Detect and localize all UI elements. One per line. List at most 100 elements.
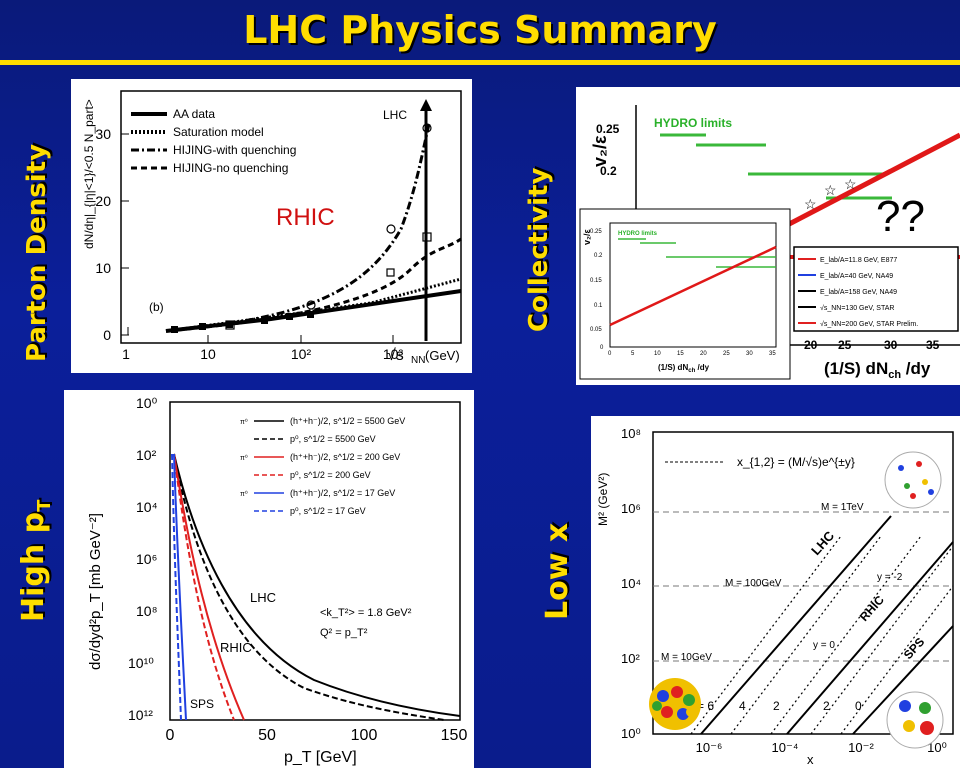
bl-leg-3: p⁰, s^1/2 = 200 GeV [290, 470, 371, 480]
slide-title: LHC Physics Summary [243, 8, 717, 52]
bl-leg-tag-4: π⁰ [240, 490, 248, 498]
inset-xt0: 0 [608, 351, 612, 357]
title-underline [0, 60, 960, 65]
bl-yt4: 10⁸ [136, 603, 158, 619]
inset-xt4: 20 [700, 351, 707, 357]
br-yl4: 0 [855, 699, 862, 713]
br-m1tev: M = 1TeV [821, 502, 864, 513]
inset-yt5: 0 [600, 345, 604, 351]
br-xlabel: x [807, 752, 814, 767]
ytick-20: 20 [95, 193, 111, 209]
br-yl0: = 6 [697, 699, 714, 713]
collectivity-inset: v₂/ε 0.25 0.2 0.15 0.1 0.05 0 0 5 10 15 … [579, 208, 791, 380]
legend-hijing-q: HIJING-with quenching [173, 143, 296, 157]
bl-yt6: 10¹² [128, 707, 153, 723]
br-m100: M = 100GeV [725, 578, 782, 589]
br-yt2: 10⁴ [621, 576, 641, 591]
bl-yt1: 10² [136, 447, 157, 463]
inset-xt3: 15 [677, 351, 684, 357]
xtick-1: 1 [122, 346, 130, 362]
br-formula: x_{1,2} = (M/√s)e^{±y} [737, 455, 855, 469]
bl-yt0: 10⁰ [136, 395, 158, 411]
inset-yt0: 0.25 [590, 229, 602, 235]
legend-saturation: Saturation model [173, 125, 264, 139]
bl-leg-1: p⁰, s^1/2 = 5500 GeV [290, 434, 376, 444]
inset-yt1: 0.2 [594, 253, 603, 259]
br-yt1: 10⁶ [621, 501, 641, 516]
br-yl3: 2 [823, 699, 830, 713]
high-pt-sub: T [34, 499, 55, 512]
bl-leg-tag-2: π⁰ [240, 454, 248, 462]
tr-leg-0: E_lab/A=11.8 GeV, E877 [820, 257, 897, 264]
br-xt2: 10⁻² [848, 740, 874, 755]
bl-xt1: 50 [258, 727, 276, 744]
parton-density-plot: 0 10 20 30 1 10 10² 10³ dN/dη|_{|η|<1}/<… [71, 79, 472, 373]
xtick-100: 10² [291, 346, 312, 362]
ytick-0: 0 [103, 327, 111, 343]
tl-rhic: RHIC [276, 204, 335, 231]
inset-xlabel: (1/S) dNch /dy [658, 363, 710, 374]
tl-sqrt: √s [387, 347, 404, 364]
bl-lhc: LHC [250, 590, 276, 605]
tr-xtick-30: 30 [884, 338, 898, 352]
br-yt3: 10² [621, 651, 640, 666]
br-yl2: 2 [773, 699, 780, 713]
inset-xt5: 25 [723, 351, 730, 357]
inset-hydro: HYDRO limits [618, 231, 658, 237]
collectivity-plot: v₂/ε 0.25 0.2 HYDRO limits ☆ ☆ ☆ ?? E_lab/… [576, 87, 960, 385]
sparse-nucleus-icon [886, 691, 944, 749]
br-xt3: 10⁰ [927, 740, 947, 755]
bl-legend: π⁰ (h⁺+h⁻)/2, s^1/2 = 5500 GeV p⁰, s^1/2… [240, 416, 405, 516]
bl-leg-tag-0: π⁰ [240, 418, 248, 426]
tr-leg-4: √s_NN=200 GeV, STAR Prelim. [820, 320, 918, 328]
inset-ylabel: v₂/ε [582, 228, 592, 245]
tr-hydro: HYDRO limits [654, 116, 732, 130]
legend-aa-data: AA data [173, 107, 215, 121]
high-pt-plot: 10⁰ 10² 10⁴ 10⁶ 10⁸ 10¹⁰ 10¹² 0 50 100 1… [64, 390, 474, 768]
low-x-plot: 10⁸ 10⁶ 10⁴ 10² 10⁰ 10⁻⁶ 10⁻⁴ 10⁻² 10⁰ x… [591, 416, 960, 768]
bl-leg-4: (h⁺+h⁻)/2, s^1/2 = 17 GeV [290, 488, 395, 498]
tr-xtick-35: 35 [926, 338, 940, 352]
br-xt1: 10⁻⁴ [772, 740, 799, 755]
parton-density-label: Parton Density [22, 143, 52, 362]
br-rhic: RHIC [857, 593, 887, 624]
bl-yt5: 10¹⁰ [128, 655, 154, 671]
br-m10: M = 10GeV [661, 652, 712, 663]
tl-lhc: LHC [383, 108, 407, 122]
bl-xt3: 150 [441, 727, 468, 744]
svg-text:☆: ☆ [804, 196, 817, 212]
inset-yt4: 0.05 [590, 327, 602, 333]
tr-question: ?? [876, 192, 925, 241]
tl-tag: (b) [149, 300, 164, 314]
tr-leg-3: √s_NN=130 GeV, STAR [820, 304, 894, 312]
legend-hijing-nq: HIJING-no quenching [173, 161, 288, 175]
bl-leg-2: (h⁺+h⁻)/2, s^1/2 = 200 GeV [290, 452, 400, 462]
svg-text:☆: ☆ [844, 176, 857, 192]
bl-kt: <k_T²> = 1.8 GeV² [320, 607, 412, 619]
inset-xt2: 10 [654, 351, 661, 357]
bl-ylabel: dσ/dyd²p_T [mb GeV⁻²] [87, 513, 104, 670]
low-x-label: Low x [540, 522, 575, 620]
tr-xtick-25: 25 [838, 338, 852, 352]
svg-text:☆: ☆ [824, 182, 837, 198]
br-ylabel: M² (GeV²) [596, 473, 610, 526]
tl-nn: NN [411, 355, 425, 366]
tr-ylabel: v₂/ε [590, 135, 610, 167]
bl-xlabel: p_T [GeV] [284, 749, 357, 766]
bl-rhic: RHIC [220, 640, 252, 655]
bl-leg-5: p⁰, s^1/2 = 17 GeV [290, 506, 366, 516]
inset-xt7: 35 [769, 351, 776, 357]
tr-leg-1: E_lab/A=40 GeV, NA49 [820, 273, 893, 280]
br-xt0: 10⁻⁶ [696, 740, 723, 755]
bl-yt2: 10⁴ [136, 499, 158, 515]
ytick-30: 30 [95, 126, 111, 142]
tl-xlabel: (GeV) [425, 348, 460, 363]
inset-yt2: 0.15 [590, 278, 602, 284]
br-yt4: 10⁰ [621, 726, 641, 741]
xtick-1000: 10³ [383, 346, 404, 362]
bl-yt3: 10⁶ [136, 551, 157, 567]
dense-nucleus-icon [649, 678, 701, 730]
br-ym2: y = -2 [877, 572, 903, 583]
bl-sps: SPS [190, 697, 214, 711]
ytick-10: 10 [95, 260, 111, 276]
